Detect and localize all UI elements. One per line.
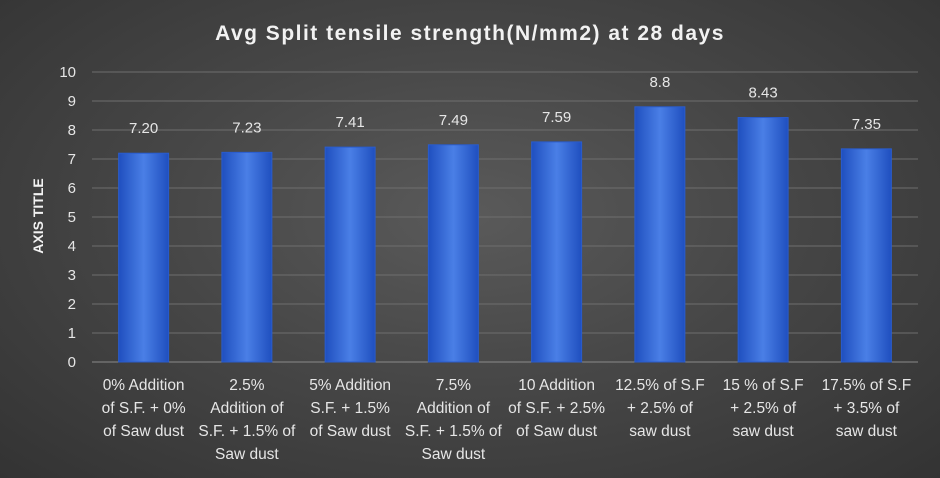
y-axis-ticks: 0 1 2 3 4 5 6 7 8 9 10 [59, 64, 76, 371]
data-label: 7.59 [542, 109, 571, 126]
data-label: 7.23 [232, 119, 261, 136]
y-tick-label: 8 [68, 122, 76, 139]
y-tick-label: 1 [68, 325, 76, 342]
bar [324, 146, 376, 363]
x-tick-label: 15 % of S.F + 2.5% of saw dust [723, 377, 804, 440]
x-tick-label: 10 Addition of S.F. + 2.5% of Saw dust [508, 377, 605, 440]
x-tick-label: 12.5% of S.F + 2.5% of saw dust [615, 377, 705, 440]
data-label: 7.49 [439, 112, 468, 129]
bar [427, 144, 479, 363]
bar [737, 117, 789, 363]
data-label: 8.43 [749, 85, 778, 102]
x-tick-label: 5% Addition S.F. + 1.5% of Saw dust [309, 377, 391, 440]
y-tick-label: 5 [68, 209, 76, 226]
bar [840, 148, 892, 363]
data-label: 8.8 [649, 74, 670, 91]
data-label: 7.41 [336, 114, 365, 131]
y-tick-label: 3 [68, 267, 76, 284]
y-tick-label: 2 [68, 296, 76, 313]
y-tick-label: 9 [68, 93, 76, 110]
y-tick-label: 4 [68, 238, 76, 255]
y-tick-label: 7 [68, 151, 76, 168]
data-label: 7.20 [129, 120, 158, 137]
y-axis-title: AXIS TITLE [30, 178, 46, 253]
y-tick-label: 6 [68, 180, 76, 197]
x-tick-label: 2.5% Addition of S.F. + 1.5% of Saw dust [198, 377, 296, 463]
bar [221, 151, 273, 363]
data-label: 7.35 [852, 116, 881, 133]
data-labels: 7.20 7.23 7.41 7.49 7.59 8.8 8.43 7.35 [129, 74, 881, 137]
x-tick-label: 7.5% Addition of S.F. + 1.5% of Saw dust [405, 377, 503, 463]
x-tick-label: 17.5% of S.F + 3.5% of saw dust [822, 377, 912, 440]
chart-title: Avg Split tensile strength(N/mm2) at 28 … [215, 22, 725, 45]
y-tick-label: 0 [68, 354, 76, 371]
bar [118, 152, 170, 363]
gridlines [92, 71, 918, 363]
bars [118, 106, 892, 363]
bar [531, 141, 583, 363]
x-tick-label: 0% Addition of S.F. + 0% of Saw dust [102, 377, 186, 440]
y-tick-label: 10 [59, 64, 76, 81]
bar [634, 106, 686, 363]
